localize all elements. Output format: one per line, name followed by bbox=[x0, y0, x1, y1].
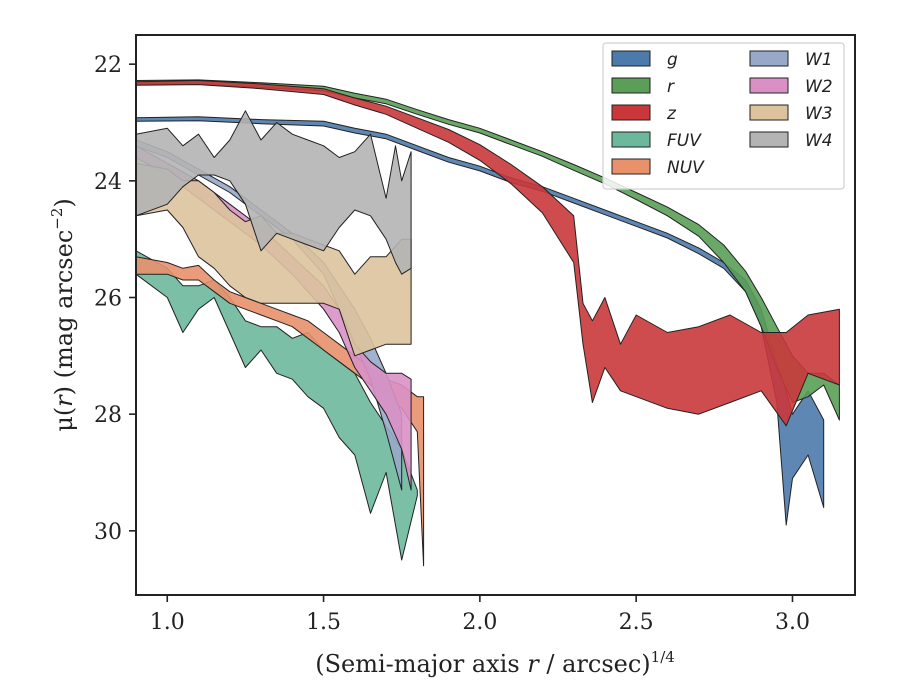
y-tick-label: 22 bbox=[94, 53, 122, 78]
x-tick-label: 2.5 bbox=[619, 610, 654, 635]
y-tick-label: 24 bbox=[94, 170, 122, 195]
y-axis-label-tail: ) (mag arcsec bbox=[50, 230, 78, 396]
legend-swatch-g bbox=[611, 50, 651, 67]
y-tick-label: 28 bbox=[94, 403, 122, 428]
band-z bbox=[136, 80, 840, 427]
legend-swatch-w1 bbox=[749, 50, 789, 67]
band-w4 bbox=[136, 110, 412, 275]
x-axis-label-main: (Semi-major axis bbox=[315, 650, 527, 678]
legend-label-fuv: FUV bbox=[667, 131, 702, 151]
y-ticks: 22 24 26 28 30 bbox=[94, 53, 136, 545]
legend-label-r: r bbox=[667, 77, 675, 97]
legend-label-w2: W2 bbox=[805, 77, 833, 97]
x-tick-label: 1.0 bbox=[150, 610, 185, 635]
legend-label-w4: W4 bbox=[805, 131, 833, 151]
legend-swatch-r bbox=[611, 77, 651, 94]
x-ticks: 1.0 1.5 2.0 2.5 3.0 bbox=[150, 595, 810, 635]
y-axis-label-main: μ( bbox=[50, 407, 78, 432]
legend-swatch-fuv bbox=[611, 131, 651, 148]
legend-label-w3: W3 bbox=[805, 104, 833, 124]
y-axis-label-close: ) bbox=[50, 198, 78, 207]
areas-layer bbox=[136, 79, 840, 567]
x-axis-label-tail: / arcsec) bbox=[539, 650, 651, 678]
x-axis-label: (Semi-major axis r / arcsec)1/4 bbox=[315, 648, 675, 678]
x-axis-label-var: r bbox=[527, 650, 540, 678]
band-g bbox=[136, 116, 825, 526]
y-axis-label-var: r bbox=[50, 394, 78, 407]
x-tick-label: 1.5 bbox=[306, 610, 341, 635]
x-tick-label: 3.0 bbox=[775, 610, 810, 635]
band-w3 bbox=[136, 162, 412, 357]
band-fuv bbox=[136, 250, 418, 561]
band-r bbox=[136, 79, 840, 421]
legend: grz FUV NUV W1 W2 W3 W4 bbox=[602, 42, 845, 190]
y-axis-label: μ(r) (mag arcsec−2) bbox=[48, 198, 78, 432]
y-tick-label: 30 bbox=[94, 520, 122, 545]
y-tick-label: 26 bbox=[94, 287, 122, 312]
legend-swatch-w2 bbox=[749, 77, 789, 94]
legend-swatch-w3 bbox=[749, 104, 789, 121]
legend-items: grz FUV NUV W1 W2 W3 W4 bbox=[611, 50, 833, 178]
y-axis-label-sup: −2 bbox=[48, 208, 66, 230]
x-axis-label-sup: 1/4 bbox=[651, 648, 675, 666]
x-tick-label: 2.0 bbox=[462, 610, 497, 635]
legend-swatch-z bbox=[611, 104, 651, 121]
legend-swatch-nuv bbox=[611, 158, 651, 175]
legend-label-w1: W1 bbox=[805, 50, 833, 70]
legend-swatch-w4 bbox=[749, 131, 789, 148]
plot-frame bbox=[135, 34, 856, 596]
legend-label-z: z bbox=[666, 104, 677, 124]
legend-label-g: g bbox=[667, 50, 678, 70]
legend-label-nuv: NUV bbox=[667, 158, 705, 178]
